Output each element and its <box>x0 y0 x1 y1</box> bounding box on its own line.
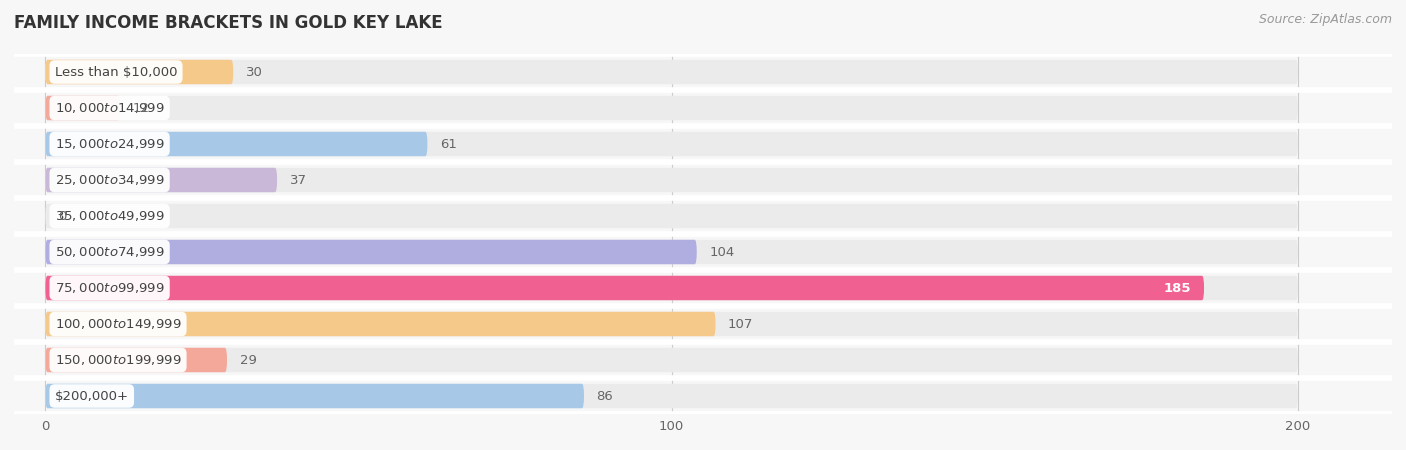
Text: FAMILY INCOME BRACKETS IN GOLD KEY LAKE: FAMILY INCOME BRACKETS IN GOLD KEY LAKE <box>14 14 443 32</box>
FancyBboxPatch shape <box>45 132 1298 156</box>
Text: $15,000 to $24,999: $15,000 to $24,999 <box>55 137 165 151</box>
FancyBboxPatch shape <box>45 96 121 120</box>
FancyBboxPatch shape <box>45 384 1298 408</box>
Text: 12: 12 <box>134 102 150 114</box>
FancyBboxPatch shape <box>45 96 1298 120</box>
FancyBboxPatch shape <box>45 168 1298 192</box>
FancyBboxPatch shape <box>45 60 233 84</box>
Text: 107: 107 <box>728 318 754 330</box>
Text: $200,000+: $200,000+ <box>55 390 129 402</box>
Text: $10,000 to $14,999: $10,000 to $14,999 <box>55 101 165 115</box>
Text: $100,000 to $149,999: $100,000 to $149,999 <box>55 317 181 331</box>
Text: 37: 37 <box>290 174 307 186</box>
FancyBboxPatch shape <box>45 384 583 408</box>
Text: 29: 29 <box>239 354 256 366</box>
Text: $25,000 to $34,999: $25,000 to $34,999 <box>55 173 165 187</box>
FancyBboxPatch shape <box>45 276 1204 300</box>
FancyBboxPatch shape <box>45 348 1298 372</box>
FancyBboxPatch shape <box>45 60 1298 84</box>
Text: $150,000 to $199,999: $150,000 to $199,999 <box>55 353 181 367</box>
FancyBboxPatch shape <box>45 312 716 336</box>
Text: $50,000 to $74,999: $50,000 to $74,999 <box>55 245 165 259</box>
FancyBboxPatch shape <box>45 348 226 372</box>
Text: 185: 185 <box>1164 282 1191 294</box>
Text: 86: 86 <box>596 390 613 402</box>
Text: 104: 104 <box>709 246 734 258</box>
FancyBboxPatch shape <box>45 132 427 156</box>
FancyBboxPatch shape <box>45 240 697 264</box>
FancyBboxPatch shape <box>45 204 1298 228</box>
FancyBboxPatch shape <box>45 168 277 192</box>
Text: $75,000 to $99,999: $75,000 to $99,999 <box>55 281 165 295</box>
Text: $35,000 to $49,999: $35,000 to $49,999 <box>55 209 165 223</box>
Text: Less than $10,000: Less than $10,000 <box>55 66 177 78</box>
FancyBboxPatch shape <box>45 240 1298 264</box>
Text: 0: 0 <box>58 210 66 222</box>
Text: 30: 30 <box>246 66 263 78</box>
Text: Source: ZipAtlas.com: Source: ZipAtlas.com <box>1258 14 1392 27</box>
Text: 61: 61 <box>440 138 457 150</box>
FancyBboxPatch shape <box>45 312 1298 336</box>
FancyBboxPatch shape <box>45 276 1298 300</box>
